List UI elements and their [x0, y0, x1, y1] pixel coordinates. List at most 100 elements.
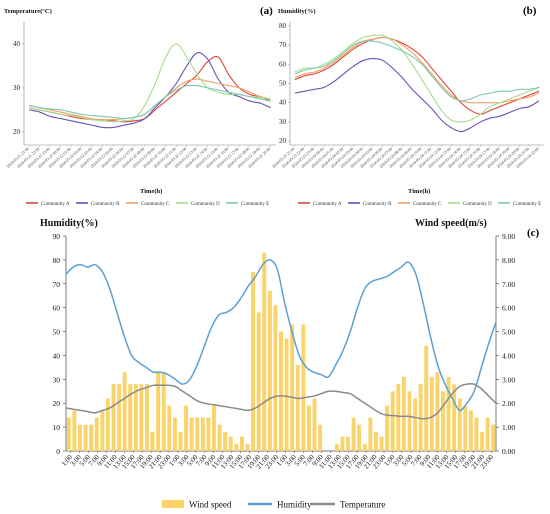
chart-c-panel-label: (c): [527, 227, 540, 239]
legend-wind-label: Wind speed: [189, 500, 232, 510]
wind-speed-bar: [273, 305, 278, 451]
a-series-line-2: [29, 51, 271, 129]
c-right-tick-label: 9.00: [502, 232, 515, 241]
wind-speed-bar: [206, 417, 211, 451]
chart-a-ylabel: Temperature(°C): [4, 8, 52, 15]
a-y-tick-label: 30: [13, 84, 21, 92]
c-left-tick-label: 50: [53, 328, 61, 337]
chart-c-ylabel-right: Wind speed(m/s): [415, 218, 487, 229]
wind-speed-bar: [346, 436, 350, 451]
c-left-tick-label: 60: [53, 304, 61, 313]
wind-speed-bar: [78, 424, 82, 451]
c-right-tick-label: 1.00: [502, 423, 515, 432]
chart-c-axes: 0 10 20 30 40 50 60 70 80 90 0.00 1.00 2.00 3.00 4.00 5…: [53, 232, 516, 471]
b-series-line-4: [294, 34, 540, 123]
b-legend-label-1: Community A: [313, 202, 342, 207]
wind-speed-bar: [474, 417, 479, 451]
a-legend-label-2: Community B: [91, 202, 120, 207]
wind-speed-bar: [340, 436, 345, 451]
chart-b-legend: Community A Community B Community C Communi…: [298, 202, 541, 207]
wind-speed-bar: [245, 443, 250, 451]
a-y-tick-label: 40: [13, 40, 21, 48]
wind-speed-bar: [66, 417, 71, 451]
b-series-line-3: [294, 36, 540, 104]
b-y-tick-label: 50: [279, 80, 287, 88]
wind-speed-bar: [189, 417, 194, 451]
wind-speed-bar: [228, 436, 233, 451]
wind-speed-bar: [468, 410, 473, 451]
wind-speed-bar: [100, 410, 105, 451]
a-legend-label-3: Community C: [141, 202, 170, 207]
wind-speed-bar: [156, 372, 161, 451]
chart-c: (c) Humidity(%) Wind speed(m/s) 0 10 20 30 4…: [40, 218, 540, 510]
c-right-tick-label: 2.00: [502, 399, 515, 408]
b-series-line-2: [294, 57, 540, 133]
a-series-line-4: [29, 43, 271, 123]
b-y-tick-label: 80: [279, 22, 287, 30]
wind-speed-bar: [145, 384, 149, 451]
wind-speed-bar: [267, 290, 272, 451]
wind-speed-bar: [435, 372, 440, 451]
wind-speed-bar: [362, 443, 367, 451]
c-right-tick-label: 6.00: [502, 304, 515, 313]
wind-speed-bar: [457, 398, 462, 451]
wind-speed-bar: [139, 384, 144, 451]
wind-speed-bar: [161, 372, 166, 451]
chart-c-lines: [65, 259, 497, 420]
wind-speed-bar: [407, 391, 412, 451]
a-legend-label-4: Community D: [191, 202, 220, 207]
a-legend-label-5: Community E: [241, 202, 269, 207]
wind-speed-bar: [111, 384, 116, 451]
wind-speed-bar: [295, 365, 300, 451]
a-series-line-5: [29, 84, 271, 120]
b-series-line-1: [294, 36, 540, 115]
wind-speed-bar: [429, 376, 434, 451]
wind-speed-bar: [334, 443, 339, 451]
wind-speed-bar: [452, 384, 457, 451]
a-series-line-1: [29, 55, 271, 123]
chart-b-ylabel: Humidity(%): [278, 8, 316, 15]
wind-speed-bar: [212, 405, 216, 451]
legend-wind-swatch: [162, 500, 184, 508]
wind-speed-bar: [379, 436, 384, 451]
wind-speed-bar: [373, 431, 378, 451]
wind-speed-bar: [413, 398, 417, 451]
b-legend-label-4: Community D: [463, 202, 492, 207]
a-y-tick-label: 20: [13, 128, 21, 136]
wind-speed-bar: [357, 424, 362, 451]
c-left-tick-label: 20: [53, 399, 61, 408]
wind-speed-bar: [312, 398, 317, 451]
c-right-tick-label: 0.00: [502, 447, 515, 456]
chart-b-panel-label: (b): [523, 5, 537, 17]
wind-speed-bar: [418, 384, 423, 451]
chart-c-ylabel-left: Humidity(%): [40, 218, 98, 229]
wind-speed-bar: [491, 424, 496, 451]
wind-speed-bar: [105, 398, 110, 451]
wind-speed-bar: [440, 391, 445, 451]
wind-speed-bar: [89, 424, 94, 451]
chart-a: (a) Temperature(°C) Time(h) 2030402024-0…: [4, 5, 276, 207]
wind-speed-bar: [133, 384, 138, 451]
c-left-tick-label: 0: [56, 447, 60, 456]
wind-speed-bar: [480, 431, 484, 451]
b-y-tick-label: 30: [279, 118, 287, 126]
wind-speed-bar: [390, 391, 395, 451]
wind-speed-bar: [239, 436, 244, 451]
chart-a-lines: [29, 43, 271, 129]
c-right-tick-label: 5.00: [502, 328, 515, 337]
chart-a-xlabel: Time(h): [140, 188, 162, 195]
b-legend-label-2: Community B: [363, 202, 392, 207]
b-y-tick-label: 20: [279, 137, 287, 145]
wind-speed-bar: [167, 405, 172, 451]
wind-speed-bar: [217, 424, 222, 451]
wind-speed-bar: [172, 417, 177, 451]
c-left-tick-label: 30: [53, 375, 61, 384]
wind-speed-bar: [122, 372, 127, 451]
wind-speed-bar: [83, 424, 88, 451]
wind-speed-bar: [301, 324, 306, 451]
chart-c-bars: [66, 252, 496, 451]
wind-speed-bar: [234, 443, 239, 451]
